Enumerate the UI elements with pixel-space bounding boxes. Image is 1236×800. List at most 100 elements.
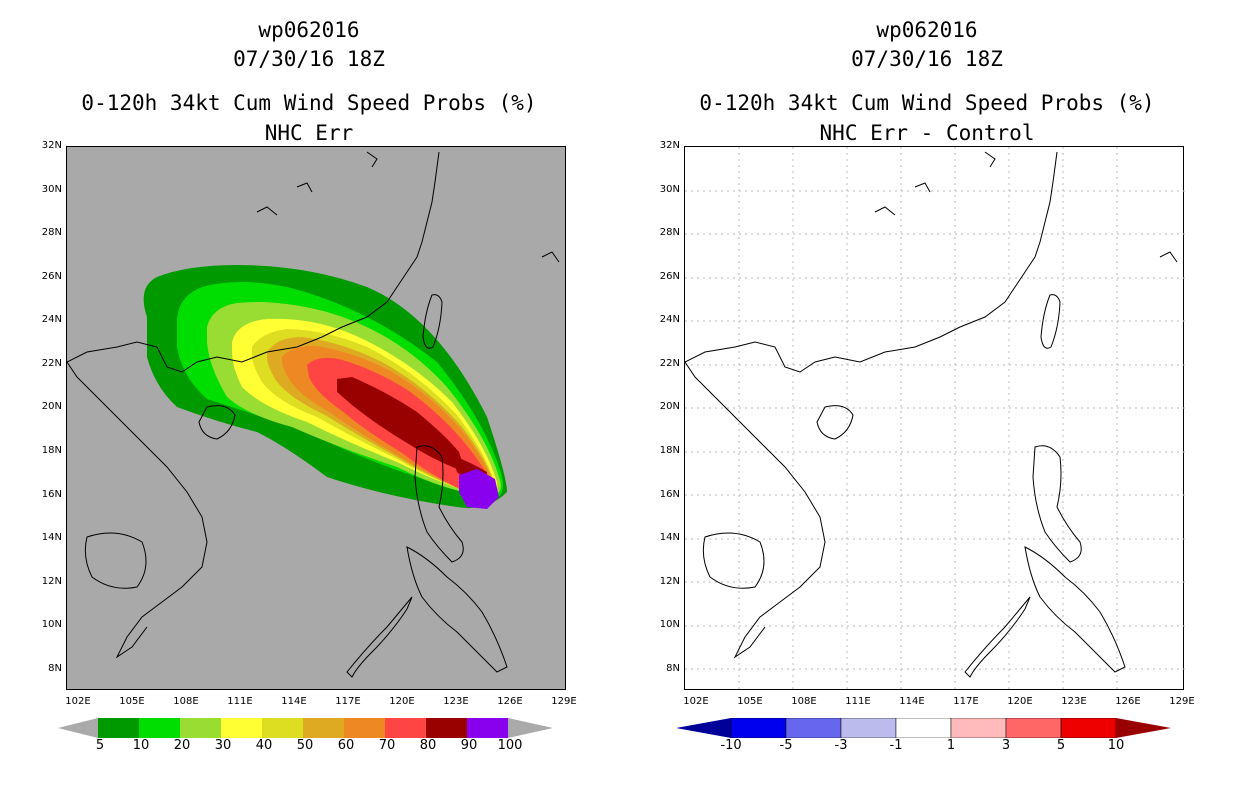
swath-80 — [337, 377, 462, 469]
gridlines — [685, 147, 1185, 691]
colorbar-arrow-high — [508, 718, 553, 738]
probability-map — [66, 146, 566, 690]
lat-label: 12N — [659, 576, 680, 587]
colorbar-seg — [303, 718, 344, 738]
lon-label: 114E — [281, 696, 307, 707]
lon-label: 108E — [791, 696, 817, 707]
lat-label: 26N — [41, 271, 62, 282]
colorbar-seg — [467, 718, 508, 738]
lon-label: 117E — [335, 696, 361, 707]
colorbar-seg — [180, 718, 221, 738]
luzon — [1032, 445, 1082, 563]
colorbar-arrow-low — [58, 718, 98, 738]
colorbar-seg — [1005, 718, 1062, 738]
colorbar-seg — [139, 718, 180, 738]
colorbar-label: 3 — [1001, 738, 1011, 753]
colorbar-label: 60 — [337, 738, 355, 753]
colorbar-label: 90 — [460, 738, 478, 753]
colorbar-seg — [1060, 718, 1117, 738]
vietnam-coast — [685, 361, 826, 659]
lon-label: 111E — [845, 696, 871, 707]
palawan — [964, 596, 1031, 678]
lon-label: 126E — [497, 696, 523, 707]
colorbar-label: -5 — [779, 738, 793, 753]
colorbar-seg — [785, 718, 842, 738]
lat-label: 24N — [41, 314, 62, 325]
colorbar-seg — [950, 718, 1007, 738]
product-subtitle: NHC Err — [264, 121, 354, 145]
product-title: 0-120h 34kt Cum Wind Speed Probs (%) — [81, 91, 537, 115]
lat-label: 14N — [659, 532, 680, 543]
swath-100 — [459, 469, 499, 509]
lat-label: 10N — [41, 619, 62, 630]
difference-map-svg — [685, 147, 1185, 691]
lon-label: 120E — [389, 696, 415, 707]
lat-label: 28N — [41, 227, 62, 238]
probability-swath — [143, 265, 507, 509]
colorbar-seg — [385, 718, 426, 738]
colorbar-label: 40 — [255, 738, 273, 753]
lon-label: 120E — [1007, 696, 1033, 707]
lon-label: 114E — [899, 696, 925, 707]
cambodia — [702, 532, 765, 589]
colorbar-seg — [262, 718, 303, 738]
probability-map-svg — [67, 151, 560, 678]
lon-label: 126E — [1115, 696, 1141, 707]
cambodia — [84, 532, 147, 589]
lat-label: 8N — [666, 663, 680, 674]
lat-label: 22N — [41, 358, 62, 369]
lat-label: 32N — [41, 140, 62, 151]
lat-label: 8N — [48, 663, 62, 674]
taiwan — [422, 294, 443, 349]
islands-north — [874, 151, 1178, 263]
colorbar-label: 1 — [946, 738, 956, 753]
lon-label: 111E — [227, 696, 253, 707]
colorbar-arrow-low — [676, 718, 731, 738]
lat-label: 30N — [659, 184, 680, 195]
init-time: 07/30/16 18Z — [233, 47, 385, 71]
lat-label: 20N — [659, 401, 680, 412]
colorbar-label: 20 — [173, 738, 191, 753]
coastlines — [685, 151, 1178, 678]
lon-label: 105E — [119, 696, 145, 707]
colorbar-diff — [676, 718, 1171, 738]
lon-label: 123E — [1061, 696, 1087, 707]
lat-label: 22N — [659, 358, 680, 369]
lon-label: 129E — [1169, 696, 1195, 707]
hainan — [198, 405, 236, 440]
china-coast — [685, 151, 1058, 373]
colorbar-seg — [221, 718, 262, 738]
lat-label: 24N — [659, 314, 680, 325]
lat-label: 26N — [659, 271, 680, 282]
colorbar-label: 70 — [378, 738, 396, 753]
difference-map — [684, 146, 1185, 691]
colorbar-seg — [840, 718, 897, 738]
colorbar-label: 50 — [296, 738, 314, 753]
philippines-south — [1024, 546, 1126, 673]
colorbar-label: -10 — [720, 738, 742, 753]
lon-label: 102E — [683, 696, 709, 707]
panel-nhc-err-control: wp062016 07/30/16 18Z 0-120h 34kt Cum Wi… — [618, 0, 1236, 800]
luzon — [414, 445, 464, 563]
colorbar-seg — [98, 718, 139, 738]
taiwan — [1040, 294, 1061, 349]
product-title: 0-120h 34kt Cum Wind Speed Probs (%) — [699, 91, 1155, 115]
coastlines — [67, 151, 560, 678]
lat-label: 28N — [659, 227, 680, 238]
islands-north — [256, 151, 560, 263]
lat-label: 20N — [41, 401, 62, 412]
lat-label: 32N — [659, 140, 680, 151]
lat-label: 18N — [659, 445, 680, 456]
philippines-south — [406, 546, 508, 673]
product-subtitle: NHC Err - Control — [819, 121, 1035, 145]
colorbar-seg — [426, 718, 467, 738]
colorbar-label: -1 — [889, 738, 903, 753]
lat-label: 12N — [41, 576, 62, 587]
colorbar-probs — [58, 718, 553, 738]
colorbar-label: 100 — [497, 738, 523, 753]
colorbar-label: 10 — [132, 738, 150, 753]
lat-label: 30N — [41, 184, 62, 195]
colorbar-label: -3 — [834, 738, 848, 753]
init-time: 07/30/16 18Z — [851, 47, 1003, 71]
lon-label: 129E — [551, 696, 577, 707]
